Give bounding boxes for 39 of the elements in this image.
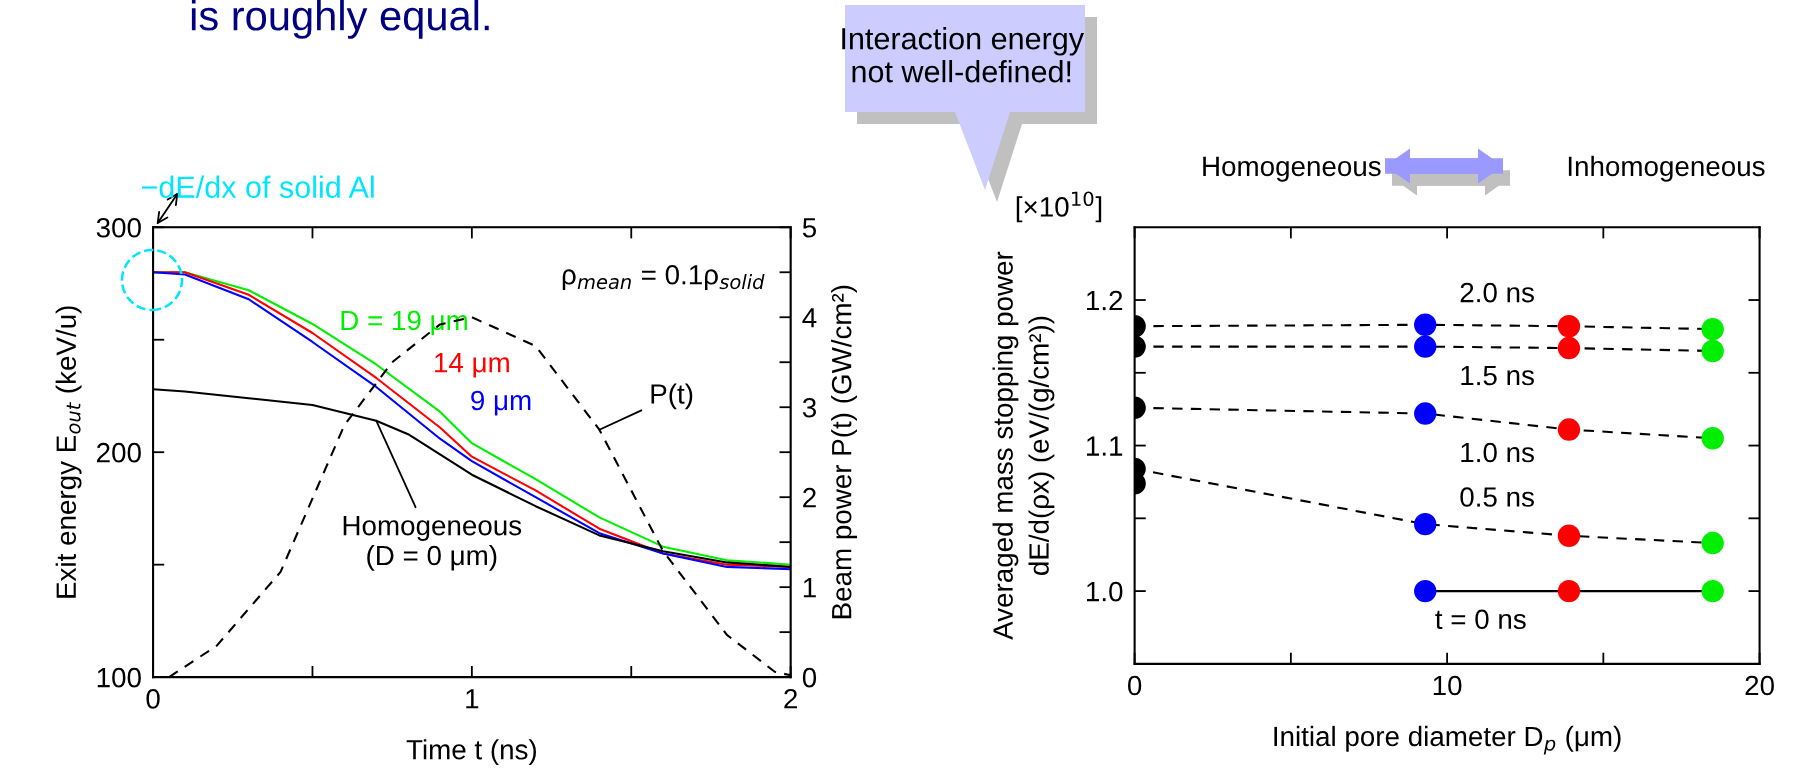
y2-tick-label: 4 [802, 308, 817, 328]
y-tick-label: 100 [97, 667, 141, 688]
x-tick-label: 1 [466, 689, 479, 709]
series-label: D = 19 μm [341, 310, 467, 336]
y-tick-label: 1.2 [1087, 290, 1123, 311]
x-axis-title: Initial pore diameter D$_{p}$ (μm) [1274, 725, 1621, 755]
y-tick-label: 300 [96, 217, 141, 238]
x-tick-label: 0 [1127, 675, 1142, 696]
text: −dE/dx of solid Al [141, 175, 374, 198]
x-tick-label: 0 [146, 688, 160, 709]
text: [×10$^{10}$] [1016, 191, 1102, 223]
y-axis-title: Averaged mass stopping power dE/d(ρx) (eV/(g/cm²)) [992, 251, 1055, 640]
y-tick-label: 1.1 [1087, 436, 1123, 456]
series-label: Homogeneous (D = 0 μm) [343, 516, 522, 571]
y-tick-label: 1.0 [1087, 581, 1123, 602]
x-tick-label: 10 [1433, 675, 1462, 696]
text: Interaction energy not well-defined! [842, 27, 1084, 83]
text: Inhomogeneous [1568, 155, 1765, 182]
text: P(t) [651, 383, 693, 410]
y-axis-title: Exit energy E$_{out}$ (keV/u) [55, 306, 82, 598]
y-tick-label: 200 [97, 442, 141, 463]
text: Homogeneous [1203, 156, 1381, 182]
x-tick-label: 20 [1745, 675, 1774, 696]
series-label: 1.0 ns [1461, 442, 1534, 463]
series-label: 14 μm [435, 353, 509, 378]
text: is roughly equal. [191, 0, 489, 39]
series-label: 0.5 ns [1460, 487, 1534, 507]
y2-tick-label: 5 [802, 218, 817, 238]
y2-tick-label: 3 [802, 397, 816, 418]
y2-tick-label: 1 [803, 578, 816, 598]
x-tick-label: 2 [784, 688, 797, 709]
x-axis-title: Time t (ns) [406, 739, 536, 766]
series-label: 1.5 ns [1461, 365, 1534, 386]
series-label: 2.0 ns [1460, 282, 1534, 303]
annotation: ρ$_{mean}$ = 0.1ρ$_{solid}$ [562, 264, 765, 291]
series-label: 9 μm [471, 390, 531, 416]
y2-tick-label: 2 [803, 487, 816, 508]
y2-axis-title: Beam power P(t) (GW/cm²) [831, 285, 857, 619]
series-label: t = 0 ns [1435, 609, 1526, 630]
